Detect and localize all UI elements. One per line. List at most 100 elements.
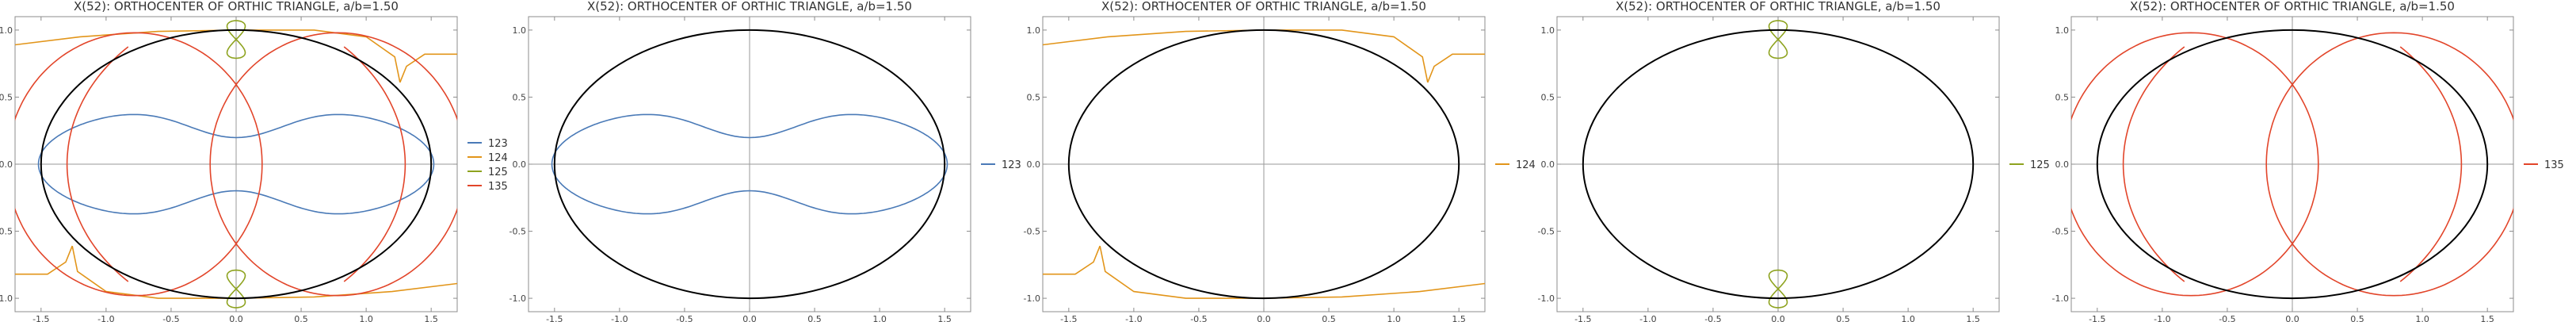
y-tick-label: -0.5 bbox=[1024, 227, 1040, 237]
x-tick-label: 1.5 bbox=[424, 314, 438, 322]
chart-title: X(52): ORTHOCENTER OF ORTHIC TRIANGLE, a… bbox=[2130, 0, 2455, 13]
chart-title: X(52): ORTHOCENTER OF ORTHIC TRIANGLE, a… bbox=[587, 0, 912, 13]
series-135-curve bbox=[2071, 32, 2319, 297]
x-tick-label: -1.5 bbox=[32, 314, 49, 322]
legend-label-125: 125 bbox=[2030, 159, 2050, 171]
x-tick-label: 0.5 bbox=[807, 314, 822, 322]
y-tick-label: -0.5 bbox=[2052, 227, 2069, 237]
x-tick-label: -0.5 bbox=[676, 314, 693, 322]
ellipse-curve bbox=[1067, 29, 1460, 300]
series-135-curve bbox=[2122, 46, 2185, 282]
chart-panel-4: X(52): ORTHOCENTER OF ORTHIC TRIANGLE, a… bbox=[1538, 0, 2050, 322]
plot-area bbox=[1043, 29, 1485, 300]
plot-area bbox=[551, 29, 948, 300]
y-tick-label: -1.0 bbox=[2052, 293, 2069, 304]
series-125-curve bbox=[1768, 269, 1788, 309]
legend-label-123: 123 bbox=[488, 138, 508, 150]
ellipse-curve bbox=[553, 29, 946, 300]
x-tick-label: 1.0 bbox=[1387, 314, 1401, 322]
x-tick-label: -0.5 bbox=[162, 314, 179, 322]
y-tick-label: 0.5 bbox=[1027, 92, 1041, 102]
x-tick-label: -1.5 bbox=[1574, 314, 1591, 322]
x-tick-label: 1.5 bbox=[937, 314, 952, 322]
chart-panel-3: X(52): ORTHOCENTER OF ORTHIC TRIANGLE, a… bbox=[1024, 0, 1536, 322]
series-125-curve bbox=[226, 269, 246, 309]
series-135-curve bbox=[2399, 46, 2463, 282]
y-tick-label: 0.0 bbox=[1027, 159, 1041, 170]
y-tick-label: -1.0 bbox=[509, 293, 526, 304]
x-tick-label: 1.0 bbox=[359, 314, 373, 322]
y-tick-label: -1.0 bbox=[1024, 293, 1040, 304]
y-tick-label: -1.0 bbox=[1538, 293, 1555, 304]
chart-panel-1: X(52): ORTHOCENTER OF ORTHIC TRIANGLE, a… bbox=[0, 0, 508, 322]
series-135-curve bbox=[15, 32, 263, 297]
series-123-curve bbox=[551, 113, 948, 215]
series-124-curve bbox=[1427, 53, 1485, 83]
x-tick-label: 0.0 bbox=[1771, 314, 1785, 322]
y-tick-label: 0.5 bbox=[513, 92, 527, 102]
x-tick-label: -1.0 bbox=[611, 314, 628, 322]
x-tick-label: 1.5 bbox=[1966, 314, 1980, 322]
y-tick-label: 0.0 bbox=[0, 159, 13, 170]
legend-label-125: 125 bbox=[488, 167, 508, 178]
chart-title: X(52): ORTHOCENTER OF ORTHIC TRIANGLE, a… bbox=[1101, 0, 1426, 13]
y-tick-label: 0.0 bbox=[2055, 159, 2070, 170]
y-tick-label: 0.5 bbox=[2055, 92, 2070, 102]
x-tick-label: 0.5 bbox=[2350, 314, 2364, 322]
x-tick-label: -1.0 bbox=[1125, 314, 1142, 322]
x-tick-label: 0.5 bbox=[294, 314, 308, 322]
series-135-curve bbox=[66, 46, 129, 282]
x-tick-label: -0.5 bbox=[1704, 314, 1721, 322]
series-124-curve bbox=[15, 245, 73, 275]
series-124-curve bbox=[399, 53, 457, 83]
plot-area bbox=[15, 20, 457, 309]
series-124-curve bbox=[15, 29, 401, 83]
legend-label-123: 123 bbox=[1002, 159, 1021, 171]
x-tick-label: 1.5 bbox=[2480, 314, 2494, 322]
y-tick-label: 1.0 bbox=[2055, 25, 2070, 36]
series-135-curve bbox=[343, 46, 406, 282]
x-tick-label: -0.5 bbox=[1190, 314, 1207, 322]
x-tick-label: 1.0 bbox=[872, 314, 887, 322]
x-tick-label: -1.5 bbox=[2089, 314, 2105, 322]
x-tick-label: -1.5 bbox=[546, 314, 563, 322]
ellipse-curve bbox=[40, 29, 433, 300]
x-tick-label: -1.0 bbox=[2154, 314, 2170, 322]
x-tick-label: 1.5 bbox=[1452, 314, 1466, 322]
legend-label-124: 124 bbox=[488, 152, 508, 164]
y-tick-label: 1.0 bbox=[513, 25, 527, 36]
y-tick-label: 1.0 bbox=[1027, 25, 1041, 36]
x-tick-label: -1.5 bbox=[1060, 314, 1077, 322]
x-tick-label: 1.0 bbox=[2415, 314, 2429, 322]
y-tick-label: 0.5 bbox=[0, 92, 13, 102]
chart-panel-2: X(52): ORTHOCENTER OF ORTHIC TRIANGLE, a… bbox=[509, 0, 1021, 322]
x-tick-label: -0.5 bbox=[2219, 314, 2235, 322]
legend-label-135: 135 bbox=[488, 181, 508, 193]
series-124-curve bbox=[1099, 245, 1485, 299]
y-tick-label: 0.5 bbox=[1541, 92, 1555, 102]
series-124-curve bbox=[71, 245, 457, 299]
series-124-curve bbox=[1043, 29, 1429, 83]
chart-title: X(52): ORTHOCENTER OF ORTHIC TRIANGLE, a… bbox=[1616, 0, 1941, 13]
series-124-curve bbox=[1043, 245, 1101, 275]
y-tick-label: 1.0 bbox=[0, 25, 13, 36]
series-123-curve bbox=[37, 113, 435, 215]
x-tick-label: 0.5 bbox=[1836, 314, 1850, 322]
x-tick-label: 0.0 bbox=[229, 314, 243, 322]
y-tick-label: 1.0 bbox=[1541, 25, 1555, 36]
y-tick-label: -0.5 bbox=[1538, 227, 1555, 237]
series-135-curve bbox=[2265, 32, 2513, 297]
y-tick-label: -0.5 bbox=[509, 227, 526, 237]
series-135-curve bbox=[209, 32, 457, 297]
chart-title: X(52): ORTHOCENTER OF ORTHIC TRIANGLE, a… bbox=[74, 0, 399, 13]
y-tick-label: -0.5 bbox=[0, 227, 13, 237]
x-tick-label: 0.0 bbox=[1257, 314, 1271, 322]
legend-label-124: 124 bbox=[1516, 159, 1536, 171]
chart-panel-5: X(52): ORTHOCENTER OF ORTHIC TRIANGLE, a… bbox=[2052, 0, 2564, 322]
x-tick-label: -1.0 bbox=[1639, 314, 1656, 322]
x-tick-label: -1.0 bbox=[97, 314, 114, 322]
plot-area bbox=[2071, 29, 2513, 300]
x-tick-label: 1.0 bbox=[1901, 314, 1915, 322]
legend-label-135: 135 bbox=[2544, 159, 2564, 171]
plot-area bbox=[1582, 20, 1975, 309]
